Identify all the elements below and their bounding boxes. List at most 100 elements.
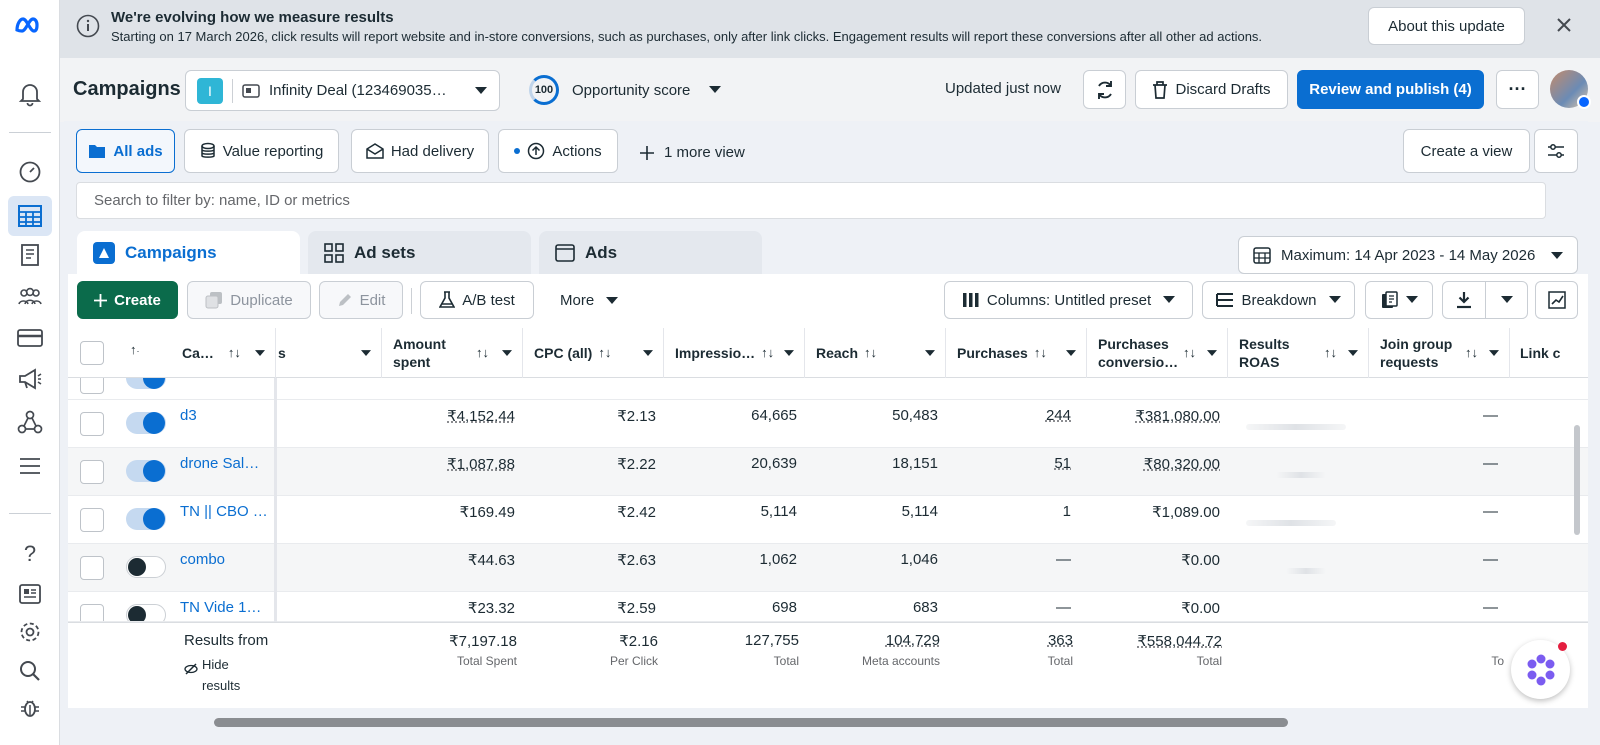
row-toggle[interactable] bbox=[126, 604, 166, 621]
sort-icon[interactable]: ↑↓ bbox=[227, 345, 241, 360]
ab-test-button[interactable]: A/B test bbox=[420, 281, 534, 319]
sort-icon[interactable]: ↑↓ bbox=[864, 345, 878, 360]
account-selector[interactable]: I Infinity Deal (123469035… bbox=[185, 70, 500, 111]
select-all-checkbox[interactable] bbox=[80, 341, 104, 365]
campaign-name-link[interactable]: TN || CBO … bbox=[180, 503, 268, 520]
edit-button[interactable]: Edit bbox=[319, 281, 403, 319]
news-feed-icon[interactable] bbox=[16, 580, 44, 608]
campaign-name-link[interactable]: drone Sal… bbox=[180, 455, 260, 472]
column-header-impressions[interactable]: Impressio… ↑↓ bbox=[664, 328, 805, 378]
column-header-results-roas[interactable]: Results ROAS ↑↓ bbox=[1228, 328, 1369, 378]
create-button[interactable]: Create bbox=[77, 281, 178, 319]
columns-button[interactable]: Columns: Untitled preset bbox=[944, 281, 1193, 319]
row-toggle[interactable] bbox=[126, 508, 166, 530]
view-value-reporting[interactable]: Value reporting bbox=[184, 129, 339, 173]
sort-icon[interactable]: ↑↓ bbox=[476, 345, 489, 360]
reports-button[interactable] bbox=[1365, 281, 1433, 319]
table-row[interactable]: d3 ₹4,152.44 ₹2.13 64,665 50,483 244 ₹38… bbox=[68, 400, 1588, 448]
create-view-button[interactable]: Create a view bbox=[1403, 129, 1530, 173]
duplicate-button[interactable]: Duplicate bbox=[187, 281, 311, 319]
view-all-ads[interactable]: All ads bbox=[76, 129, 175, 173]
sort-icon[interactable]: ↑↓ bbox=[1465, 345, 1478, 360]
row-checkbox[interactable] bbox=[80, 460, 104, 484]
sort-icon[interactable]: ↑↓ bbox=[1183, 345, 1196, 360]
discard-drafts-button[interactable]: Discard Drafts bbox=[1135, 70, 1288, 109]
charts-button[interactable] bbox=[1535, 281, 1578, 319]
column-header-link-clicks[interactable]: Link c bbox=[1520, 345, 1561, 361]
ai-assistant-button[interactable] bbox=[1511, 640, 1570, 699]
view-actions[interactable]: Actions bbox=[498, 129, 618, 173]
opportunity-score-gauge[interactable]: 100 bbox=[529, 75, 559, 105]
review-publish-button[interactable]: Review and publish (4) bbox=[1297, 70, 1484, 109]
campaign-name-link[interactable]: d3 bbox=[180, 407, 197, 424]
refresh-button[interactable] bbox=[1083, 70, 1126, 109]
view-settings-button[interactable] bbox=[1534, 129, 1578, 173]
tab-ads[interactable]: Ads bbox=[539, 231, 762, 275]
hide-results-button[interactable]: Hide results bbox=[184, 654, 240, 696]
column-header-amount-spent[interactable]: Amount spent ↑↓ bbox=[382, 328, 523, 378]
row-checkbox[interactable] bbox=[80, 556, 104, 580]
column-header-cpc[interactable]: CPC (all) ↑↓ bbox=[523, 328, 664, 378]
notifications-bell-icon[interactable] bbox=[16, 80, 44, 108]
reports-book-icon[interactable] bbox=[16, 241, 44, 269]
sort-toggle-icon[interactable]: ↑· bbox=[130, 342, 140, 357]
row-toggle[interactable] bbox=[126, 378, 166, 389]
table-row[interactable]: drone Sal… ₹1,087.88 ₹2.22 20,639 18,151… bbox=[68, 448, 1588, 496]
tab-campaigns[interactable]: Campaigns bbox=[77, 231, 300, 275]
campaign-megaphone-icon[interactable] bbox=[16, 365, 44, 393]
user-avatar[interactable] bbox=[1550, 70, 1591, 109]
column-header-purchases[interactable]: Purchases ↑↓ bbox=[946, 328, 1087, 378]
hide-results-label-2: results bbox=[202, 678, 241, 693]
horizontal-scrollbar[interactable] bbox=[214, 718, 1288, 727]
export-options-button[interactable] bbox=[1485, 281, 1528, 319]
help-question-icon[interactable]: ? bbox=[23, 541, 37, 566]
column-header-join-group[interactable]: Join group requests ↑↓ bbox=[1369, 328, 1510, 378]
row-checkbox[interactable] bbox=[80, 508, 104, 532]
dashboard-gauge-icon[interactable] bbox=[16, 158, 44, 186]
column-header-purchases-conversion[interactable]: Purchases conversio… ↑↓ bbox=[1087, 328, 1228, 378]
search-input[interactable]: Search to filter by: name, ID or metrics bbox=[76, 182, 1546, 219]
meta-logo-icon[interactable] bbox=[14, 11, 46, 39]
vertical-scrollbar[interactable] bbox=[1574, 425, 1580, 535]
search-icon[interactable] bbox=[16, 657, 44, 685]
chevron-down-icon[interactable] bbox=[709, 86, 721, 94]
campaign-name-link[interactable]: TN Vide 1… bbox=[180, 599, 262, 616]
row-toggle[interactable] bbox=[126, 556, 166, 578]
export-button[interactable] bbox=[1442, 281, 1486, 319]
column-header-partial[interactable]: s bbox=[276, 328, 382, 378]
sort-icon[interactable]: ↑↓ bbox=[1324, 345, 1337, 360]
table-row[interactable]: combo ₹44.63 ₹2.63 1,062 1,046 — ₹0.00 — bbox=[68, 544, 1588, 592]
row-checkbox[interactable] bbox=[80, 378, 104, 394]
breakdown-button[interactable]: Breakdown bbox=[1202, 281, 1355, 319]
more-views-button[interactable]: 1 more view bbox=[640, 144, 745, 161]
integrations-nodes-icon[interactable] bbox=[16, 408, 44, 436]
column-header-campaign[interactable]: Ca… ↑↓ bbox=[172, 328, 276, 378]
row-checkbox[interactable] bbox=[80, 604, 104, 621]
settings-gear-icon[interactable] bbox=[16, 618, 44, 646]
audiences-people-icon[interactable] bbox=[16, 283, 44, 311]
about-update-button[interactable]: About this update bbox=[1368, 7, 1525, 45]
table-row[interactable]: TN || CBO … ₹169.49 ₹2.42 5,114 5,114 1 … bbox=[68, 496, 1588, 544]
row-toggle[interactable] bbox=[126, 412, 166, 434]
column-header-reach[interactable]: Reach ↑↓ bbox=[805, 328, 946, 378]
campaign-name-link[interactable]: combo bbox=[180, 551, 226, 568]
tab-ad-sets[interactable]: Ad sets bbox=[308, 231, 531, 275]
sort-icon[interactable]: ↑↓ bbox=[1033, 345, 1047, 360]
table-row[interactable] bbox=[68, 378, 1588, 400]
bug-report-icon[interactable] bbox=[16, 694, 44, 722]
row-toggle[interactable] bbox=[126, 460, 166, 482]
table-row[interactable]: TN Vide 1… ₹23.32 ₹2.59 698 683 — ₹0.00 … bbox=[68, 592, 1588, 622]
all-tools-menu-icon[interactable] bbox=[16, 452, 44, 480]
ads-manager-table-icon[interactable] bbox=[16, 202, 44, 230]
close-banner-icon[interactable] bbox=[1556, 17, 1572, 33]
billing-card-icon[interactable] bbox=[16, 324, 44, 352]
sort-icon[interactable]: ↑↓ bbox=[761, 345, 775, 360]
opportunity-score-label[interactable]: Opportunity score bbox=[572, 82, 691, 99]
more-options-icon[interactable]: ··· bbox=[1496, 70, 1539, 109]
date-range-picker[interactable]: Maximum: 14 Apr 2023 - 14 May 2026 bbox=[1238, 236, 1578, 274]
row-checkbox[interactable] bbox=[80, 412, 104, 436]
view-had-delivery[interactable]: Had delivery bbox=[351, 129, 489, 173]
chevron-down-icon[interactable] bbox=[254, 349, 265, 357]
more-actions-button[interactable]: More bbox=[560, 292, 619, 309]
sort-icon[interactable]: ↑↓ bbox=[598, 345, 612, 360]
